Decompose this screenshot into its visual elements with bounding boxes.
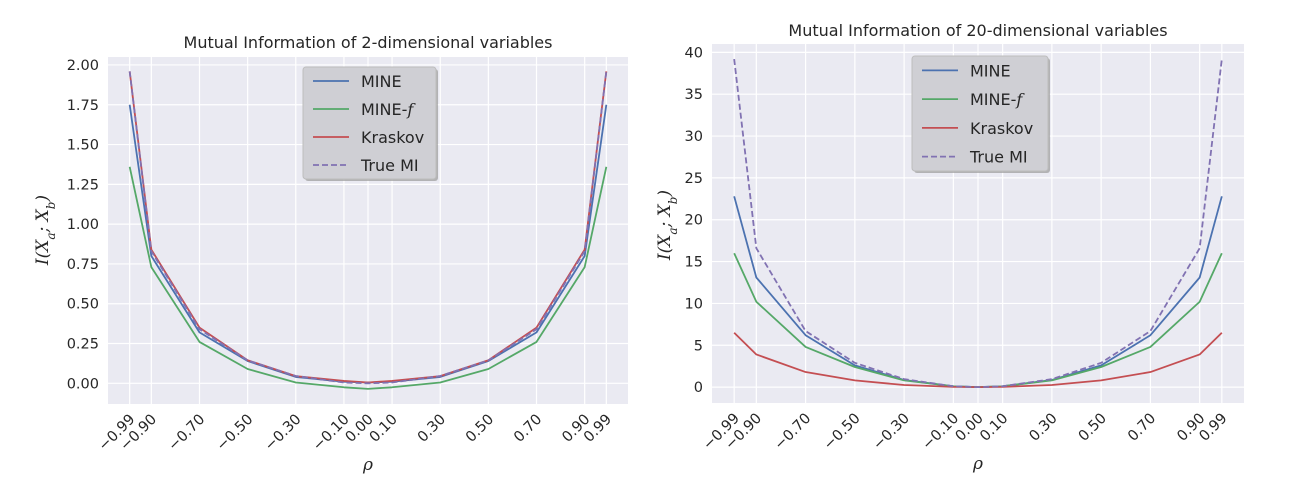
y-tick-label: 0.50	[67, 297, 99, 313]
y-tick-label: 1.75	[67, 98, 99, 114]
x-tick-label: 0.30	[415, 412, 449, 446]
x-axis-label: ρ	[362, 455, 373, 475]
x-tick-label: −0.30	[870, 411, 913, 454]
x-tick-label: 0.30	[1027, 411, 1061, 445]
y-tick-label: 0.75	[67, 257, 99, 273]
legend-label: MINE	[361, 72, 402, 91]
x-tick-label: 0.10	[367, 412, 401, 446]
legend: MINE MINE-f Kraskov True MI	[302, 66, 438, 181]
y-tick-label: 40	[685, 45, 703, 61]
x-tick-label: 0.70	[1125, 411, 1159, 445]
y-tick-label: 1.50	[67, 138, 99, 154]
x-tick-label: 0.70	[511, 412, 545, 446]
y-tick-label: 0.25	[67, 337, 99, 353]
y-axis-label: I(Xa; Xb)	[655, 190, 680, 261]
y-tick-label: 2.00	[67, 58, 99, 74]
chart-title: Mutual Information of 2-dimensional vari…	[184, 33, 553, 52]
series-line-true-mi	[733, 58, 1223, 389]
series-line-true-mi	[128, 71, 608, 385]
y-tick-label: 1.25	[67, 177, 99, 193]
x-tick-label: −0.50	[214, 412, 257, 455]
y-axis-label: I(Xa; Xb)	[33, 195, 58, 266]
legend: MINE MINE-f Kraskov True MI	[911, 55, 1050, 173]
y-tick-label: 10	[685, 296, 703, 312]
x-tick-label: 0.10	[977, 411, 1011, 445]
x-tick-label: 0.50	[463, 412, 497, 446]
y-tick-label: 5	[694, 338, 703, 354]
legend-label: MINE-f	[361, 100, 416, 119]
y-tick-label: 25	[685, 171, 703, 187]
x-tick-label: −0.70	[772, 411, 815, 454]
y-tick-label: 30	[685, 129, 703, 145]
x-tick-label: −0.30	[262, 412, 305, 455]
legend-box	[302, 66, 437, 180]
legend-box	[911, 55, 1049, 172]
legend-label: Kraskov	[970, 119, 1033, 138]
y-tick-label: 20	[685, 213, 703, 229]
legend-label: True MI	[360, 156, 419, 175]
x-tick-label: 0.50	[1076, 411, 1110, 445]
legend-label: MINE-f	[970, 90, 1025, 109]
series-line-mine-f	[128, 166, 608, 390]
chart-title: Mutual Information of 20-dimensional var…	[788, 21, 1167, 40]
x-tick-label: −0.70	[166, 412, 209, 455]
legend-label: Kraskov	[361, 128, 424, 147]
y-tick-label: 0	[694, 380, 703, 396]
y-tick-label: 35	[685, 87, 703, 103]
x-axis-label: ρ	[972, 454, 983, 474]
y-tick-label: 1.00	[67, 217, 99, 233]
legend-label: MINE	[970, 61, 1011, 80]
y-tick-label: 0.00	[67, 376, 99, 392]
legend-label: True MI	[969, 148, 1028, 167]
chart-panel-1: 0.000.250.500.751.001.251.501.752.00−0.9…	[33, 33, 628, 475]
y-tick-label: 15	[685, 255, 703, 271]
x-tick-label: −0.50	[821, 411, 864, 454]
